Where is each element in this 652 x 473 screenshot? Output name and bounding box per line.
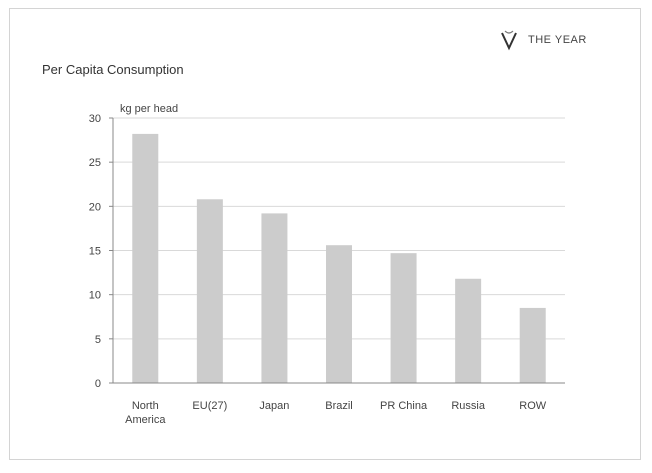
x-category-labels: North America EU(27) Japan Brazil PR China Rus… bbox=[125, 400, 547, 426]
chart-title: Per Capita Consumption bbox=[42, 62, 184, 77]
bar-japan bbox=[261, 213, 288, 383]
logo-text-right: YEAR bbox=[554, 34, 587, 46]
bar-north-america bbox=[132, 133, 159, 383]
bar-brazil bbox=[326, 245, 352, 383]
logo-text-left: THE bbox=[528, 34, 552, 46]
chart-frame bbox=[9, 8, 641, 460]
x-category-label: ROW bbox=[519, 400, 547, 412]
y-tick-label: 15 bbox=[89, 246, 101, 258]
y-tick-label: 10 bbox=[89, 290, 101, 302]
x-category-label: PR China bbox=[380, 400, 428, 412]
y-tick-labels: 0 5 10 15 20 25 30 bbox=[89, 113, 113, 390]
y-tick-label: 0 bbox=[95, 378, 101, 390]
y-tick-label: 30 bbox=[89, 113, 101, 125]
y-tick-label: 5 bbox=[95, 334, 101, 346]
bar-russia bbox=[455, 278, 482, 383]
y-tick-label: 20 bbox=[89, 201, 101, 213]
x-category-label: Russia bbox=[451, 400, 486, 412]
bar-eu-27- bbox=[196, 199, 223, 383]
bar-row bbox=[519, 307, 546, 383]
logo-text: THE YEAR bbox=[528, 34, 587, 46]
x-category-label: North America bbox=[125, 400, 166, 426]
brand-logo: THE YEAR bbox=[500, 28, 587, 52]
x-category-label: Brazil bbox=[325, 400, 353, 412]
bars bbox=[132, 133, 546, 383]
bar-pr-china bbox=[390, 253, 417, 383]
x-category-label: Japan bbox=[259, 400, 289, 412]
y-tick-label: 25 bbox=[89, 157, 101, 169]
y-axis-label: kg per head bbox=[120, 103, 178, 115]
v-logo-icon bbox=[501, 30, 517, 51]
x-category-label: EU(27) bbox=[192, 400, 227, 412]
